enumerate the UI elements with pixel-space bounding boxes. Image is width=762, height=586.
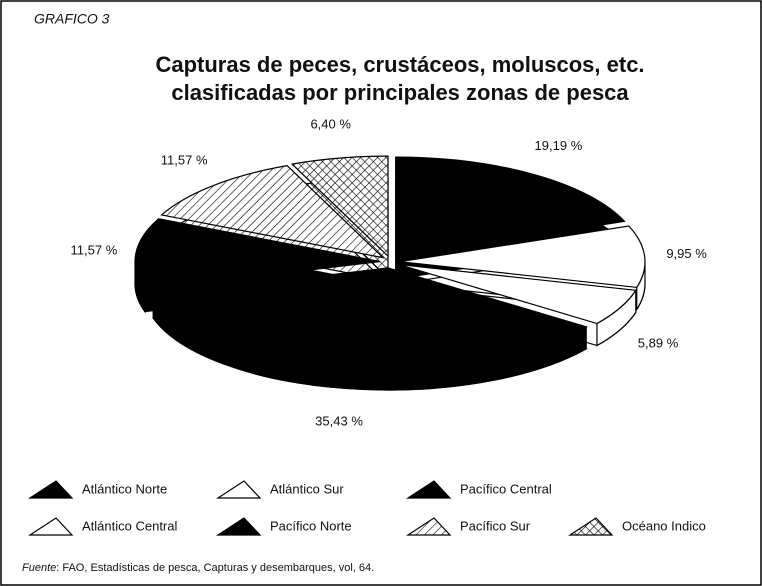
data-label: 5,89 % — [638, 336, 679, 351]
legend-swatch — [27, 517, 74, 536]
legend-label: Atlántico Central — [82, 518, 177, 533]
slice — [152, 267, 588, 369]
slice — [134, 218, 381, 291]
slice — [395, 156, 626, 258]
legend-label: Pacífico Central — [460, 481, 552, 496]
legend-label: Atlántico Norte — [82, 481, 167, 496]
legend-label: Pacífico Sur — [460, 518, 531, 533]
legend-swatch — [405, 480, 452, 499]
data-label: 35,43 % — [315, 413, 363, 428]
figure-label: GRAFICO 3 — [34, 11, 110, 27]
source-text: : FAO, Estadísticas de pesca, Capturas y… — [56, 562, 374, 574]
slice — [399, 225, 646, 289]
data-label: 9,95 % — [666, 246, 707, 261]
chart-title: clasificadas por principales zonas de pe… — [171, 80, 629, 105]
slice — [290, 155, 389, 258]
data-label: 11,57 % — [71, 242, 118, 257]
source: Fuente: FAO, Estadísticas de pesca, Capt… — [22, 562, 374, 574]
data-label: 19,19 % — [535, 138, 583, 153]
legend-swatch — [215, 480, 262, 499]
legend-swatch — [405, 517, 452, 536]
source-label: Fuente — [22, 562, 56, 574]
legend-label: Atlántico Sur — [270, 481, 344, 496]
data-label: 11,57 % — [161, 153, 208, 168]
slice — [160, 165, 385, 259]
legend-label: Pacífico Norte — [270, 518, 352, 533]
legend-label: Océano Indico — [622, 518, 706, 533]
legend-swatch — [215, 517, 262, 536]
legend-swatch — [27, 480, 74, 499]
data-label: 6,40 % — [310, 116, 351, 131]
chart-title: Capturas de peces, crustáceos, moluscos,… — [155, 52, 644, 77]
slice — [398, 263, 637, 325]
legend-swatch — [567, 517, 614, 536]
